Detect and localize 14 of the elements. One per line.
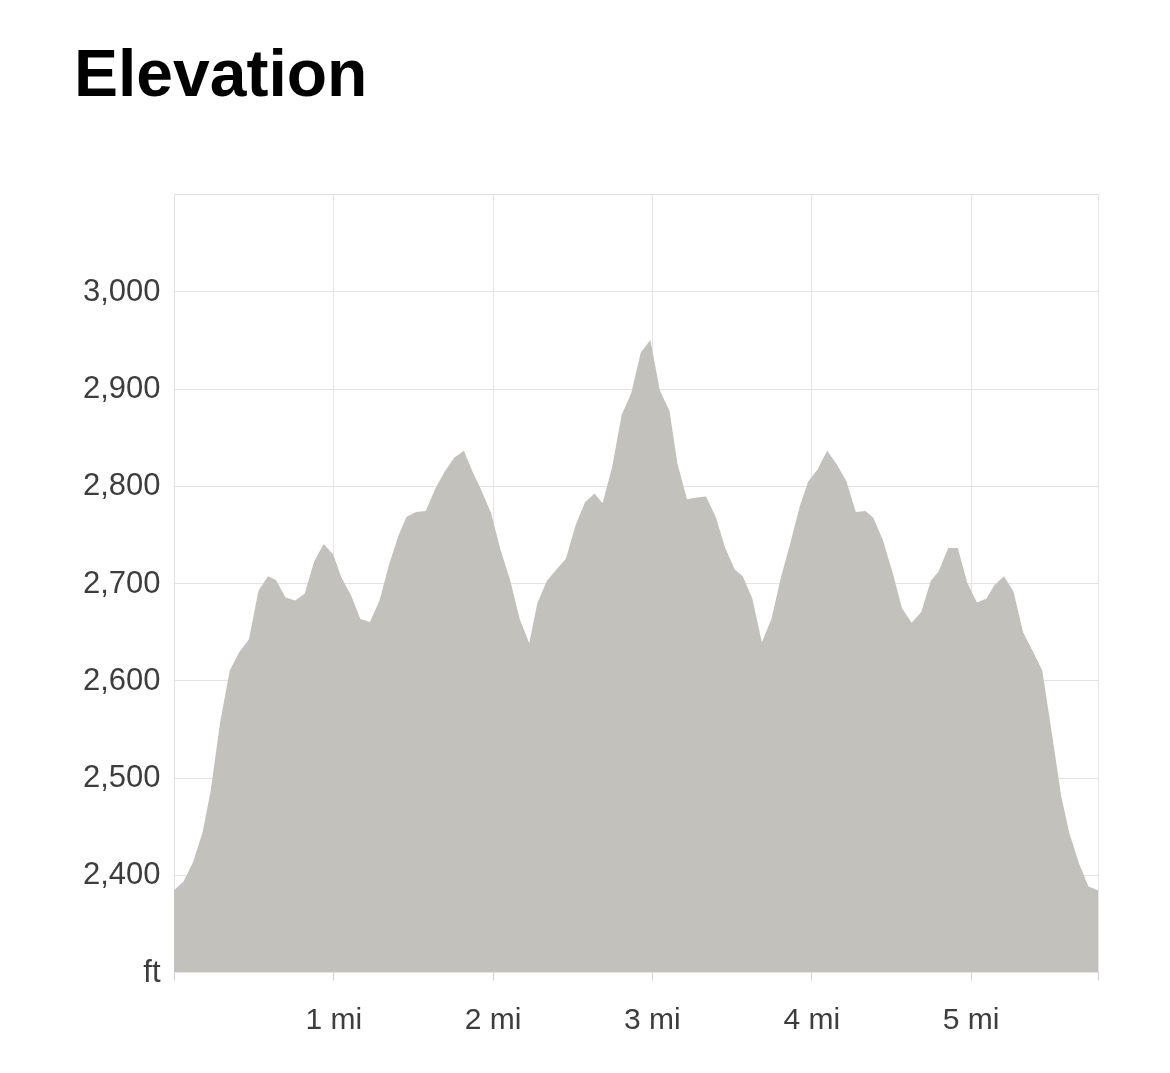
y-tick-label: 2,500 [82,759,161,794]
chart-title: Elevation [74,36,368,110]
x-tick-label: 3 mi [624,1001,681,1035]
x-tick-label: 5 mi [942,1001,1000,1035]
y-tick-label: 2,600 [82,661,161,697]
y-tick-label: 2,800 [82,467,161,503]
y-tick-label: ft [143,953,161,989]
y-tick-label: 2,400 [82,856,161,892]
y-tick-label: 2,900 [82,370,161,405]
y-tick-label: 3,000 [82,272,161,308]
x-tick-label: 1 mi [305,1001,363,1035]
y-tick-label: 2,700 [82,564,161,600]
x-tick-label: 2 mi [464,1001,522,1035]
x-tick-label: 4 mi [783,1001,841,1035]
